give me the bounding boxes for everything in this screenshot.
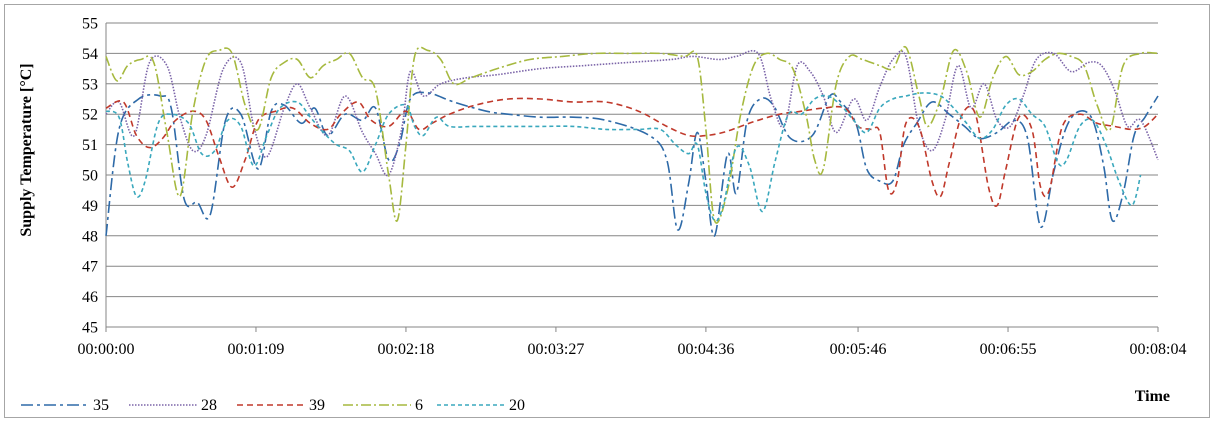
series-line-39 xyxy=(105,97,1159,207)
legend-label-39: 39 xyxy=(309,397,325,414)
x-tick-label: 00:04:36 xyxy=(677,341,734,358)
y-tick-label: 48 xyxy=(82,228,98,245)
y-tick-label: 47 xyxy=(82,259,98,276)
series-line-20 xyxy=(105,92,1142,222)
x-tick-label: 00:06:55 xyxy=(980,341,1037,358)
y-tick-label: 52 xyxy=(82,107,98,124)
legend-label-20: 20 xyxy=(509,397,525,414)
y-tick-label: 50 xyxy=(82,168,98,185)
x-tick-label: 00:02:18 xyxy=(378,341,435,358)
y-tick-label: 53 xyxy=(82,76,98,93)
x-tick-label: 00:01:09 xyxy=(228,341,285,358)
series-line-6 xyxy=(105,46,1159,224)
series-line-35 xyxy=(105,91,1159,237)
y-tick-label: 54 xyxy=(82,46,98,63)
x-tick-label: 00:03:27 xyxy=(527,341,584,358)
series-lines xyxy=(105,46,1159,237)
y-tick-label: 51 xyxy=(82,137,98,154)
x-tick-labels: 00:00:00 00:01:09 00:02:18 00:03:27 00:04:36… xyxy=(78,327,1187,358)
legend-label-35: 35 xyxy=(93,397,109,414)
y-tick-label: 45 xyxy=(82,320,98,337)
y-tick-label: 55 xyxy=(82,16,98,33)
y-axis-title: Supply Temperature [°C] xyxy=(18,63,35,236)
y-tick-label: 46 xyxy=(82,289,98,306)
x-axis-title: Time xyxy=(1135,388,1170,405)
x-tick-label: 00:08:04 xyxy=(1130,341,1187,358)
legend: 35 28 39 6 20 xyxy=(21,397,525,414)
gridlines xyxy=(105,22,1158,328)
legend-label-6: 6 xyxy=(415,397,423,414)
x-tick-label: 00:00:00 xyxy=(78,341,135,358)
legend-label-28: 28 xyxy=(201,397,217,414)
chart-frame: 45 46 47 48 49 50 51 52 53 54 55 00:00:00 00:01:09 0… xyxy=(4,4,1210,418)
x-tick-label: 00:05:46 xyxy=(830,341,887,358)
y-tick-label: 49 xyxy=(82,198,98,215)
y-tick-labels: 45 46 47 48 49 50 51 52 53 54 55 xyxy=(82,16,98,337)
